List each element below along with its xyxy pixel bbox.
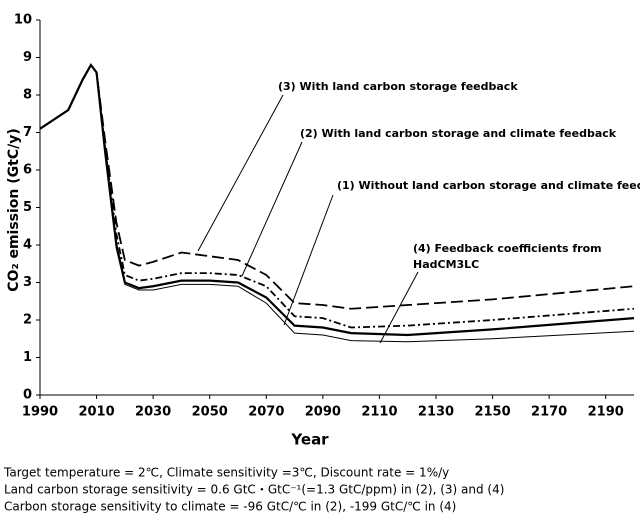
footnote: Target temperature = 2℃, Climate sensiti… bbox=[3, 466, 449, 480]
y-tick-label: 8 bbox=[23, 88, 32, 103]
annotation: (2) With land carbon storage and climate… bbox=[300, 127, 617, 140]
footnote: Carbon storage sensitivity to climate = … bbox=[4, 500, 456, 514]
x-axis-label: Year bbox=[290, 431, 329, 449]
annotation: (4) Feedback coefficients from bbox=[413, 242, 602, 255]
y-tick-label: 6 bbox=[23, 163, 32, 178]
y-tick-label: 7 bbox=[23, 125, 32, 140]
y-tick-label: 2 bbox=[23, 313, 32, 328]
y-tick-label: 9 bbox=[23, 50, 32, 65]
arrows bbox=[197, 94, 419, 344]
y-tick-label: 4 bbox=[23, 238, 32, 253]
footnote: Land carbon storage sensitivity = 0.6 Gt… bbox=[4, 483, 504, 497]
y-tick-label: 10 bbox=[14, 13, 32, 28]
y-axis-label: CO₂ emission (GtC/y) bbox=[6, 128, 22, 291]
annotation: HadCM3LC bbox=[413, 258, 479, 271]
annotation: (1) Without land carbon storage and clim… bbox=[337, 179, 640, 192]
annotation: (3) With land carbon storage feedback bbox=[278, 80, 518, 93]
x-tick-label: 2190 bbox=[588, 405, 624, 420]
x-tick-label: 1990 bbox=[22, 405, 58, 420]
x-tick-label: 2110 bbox=[361, 405, 397, 420]
y-tick-label: 3 bbox=[23, 275, 32, 290]
x-tick-label: 2150 bbox=[474, 405, 510, 420]
x-tick-label: 2070 bbox=[248, 405, 284, 420]
x-tick-label: 2130 bbox=[418, 405, 454, 420]
x-tick-label: 2090 bbox=[305, 405, 341, 420]
x-tick-label: 2170 bbox=[531, 405, 567, 420]
y-tick-label: 1 bbox=[23, 350, 32, 365]
x-tick-label: 2050 bbox=[192, 405, 228, 420]
y-tick-label: 0 bbox=[23, 388, 32, 403]
y-tick-label: 5 bbox=[23, 200, 32, 215]
series-line bbox=[39, 64, 635, 343]
x-tick-label: 2010 bbox=[78, 405, 114, 420]
x-tick-label: 2030 bbox=[135, 405, 171, 420]
series-line bbox=[39, 63, 635, 329]
